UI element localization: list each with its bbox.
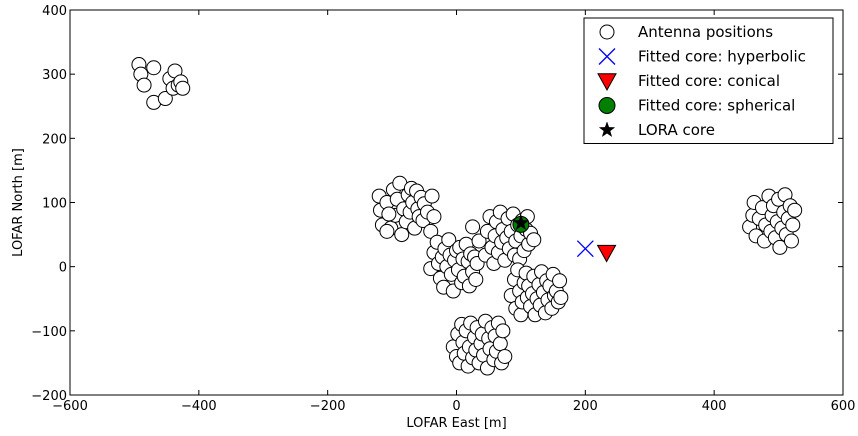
axis-ticks: −600 −400 −200 0 200 400 600 −200 −100 0 100 200 300… xyxy=(31,4,855,414)
y-tick-label: −200 xyxy=(31,389,67,404)
y-tick-label: 400 xyxy=(42,4,67,19)
y-tick-label: 200 xyxy=(42,132,67,147)
x-tick-label: −400 xyxy=(181,399,217,414)
y-tick-label: 100 xyxy=(42,197,67,212)
antenna-position-point xyxy=(468,272,484,287)
antenna-position-point xyxy=(783,233,799,249)
legend-marker xyxy=(598,48,616,65)
antenna-position-point xyxy=(175,80,191,96)
fitted-core-conical-marker xyxy=(596,244,617,263)
antenna-position-point xyxy=(423,223,439,239)
antenna-position-point xyxy=(424,188,440,204)
antenna-position-point xyxy=(471,233,487,249)
legend-label: Antenna positions xyxy=(638,23,773,41)
series-fitted-core-hyperbolic-marker xyxy=(576,240,594,258)
legend-item: Antenna positions xyxy=(599,23,773,41)
antenna-position-point xyxy=(495,323,511,339)
x-tick-label: −200 xyxy=(310,399,346,414)
legend-label: Fitted core: spherical xyxy=(638,97,795,115)
antenna-position-point xyxy=(553,289,569,305)
legend-label: Fitted core: hyperbolic xyxy=(638,48,806,66)
legend-item: LORA core xyxy=(598,121,715,139)
antenna-position-point xyxy=(441,232,457,248)
antenna-position-point xyxy=(497,349,513,364)
antenna-position-point xyxy=(136,77,152,93)
fitted-core-hyperbolic-marker xyxy=(576,240,594,258)
x-tick-label: 400 xyxy=(702,399,727,414)
antenna-position-point xyxy=(381,206,397,222)
x-axis-label: LOFAR East [m] xyxy=(406,416,506,431)
legend-item: Fitted core: hyperbolic xyxy=(598,48,806,66)
antenna-position-point xyxy=(526,232,542,248)
x-tick-label: 200 xyxy=(573,399,598,414)
antenna-position-point xyxy=(552,273,568,289)
antenna-position-point xyxy=(426,209,442,225)
antenna-position-point xyxy=(772,239,788,255)
series-fitted-core-conical-marker xyxy=(596,244,617,263)
legend-marker xyxy=(598,121,616,138)
antenna-position-point xyxy=(465,219,481,235)
legend-label: LORA core xyxy=(638,121,715,139)
antenna-position-point xyxy=(379,223,395,239)
legend: Antenna positions Fitted core: hyperbolic… xyxy=(583,17,834,144)
antenna-position-point xyxy=(787,202,803,218)
legend-marker xyxy=(599,24,615,40)
y-axis-label: LOFAR North [m] xyxy=(11,148,26,257)
legend-item: Fitted core: spherical xyxy=(598,97,795,115)
lora-core-marker xyxy=(512,214,530,231)
antenna-position-point xyxy=(492,336,508,352)
y-tick-label: 300 xyxy=(42,68,67,83)
x-tick-label: 600 xyxy=(831,399,856,414)
legend-item: Fitted core: conical xyxy=(597,72,780,92)
antenna-position-point xyxy=(785,217,801,233)
legend-label: Fitted core: conical xyxy=(638,72,780,90)
x-tick-label: −600 xyxy=(52,399,88,414)
legend-box xyxy=(583,17,834,144)
x-tick-label: 0 xyxy=(452,399,460,414)
antenna-position-point xyxy=(146,60,162,76)
series-antenna-position-point xyxy=(131,57,803,376)
legend-marker xyxy=(597,73,617,92)
y-tick-label: 0 xyxy=(59,261,67,276)
antenna-position-point xyxy=(394,227,410,243)
legend-marker xyxy=(598,97,616,114)
antenna-position-point xyxy=(157,91,173,107)
plot-marks xyxy=(131,57,803,376)
y-tick-label: −100 xyxy=(31,325,67,340)
series-lora-core-marker xyxy=(512,214,530,231)
